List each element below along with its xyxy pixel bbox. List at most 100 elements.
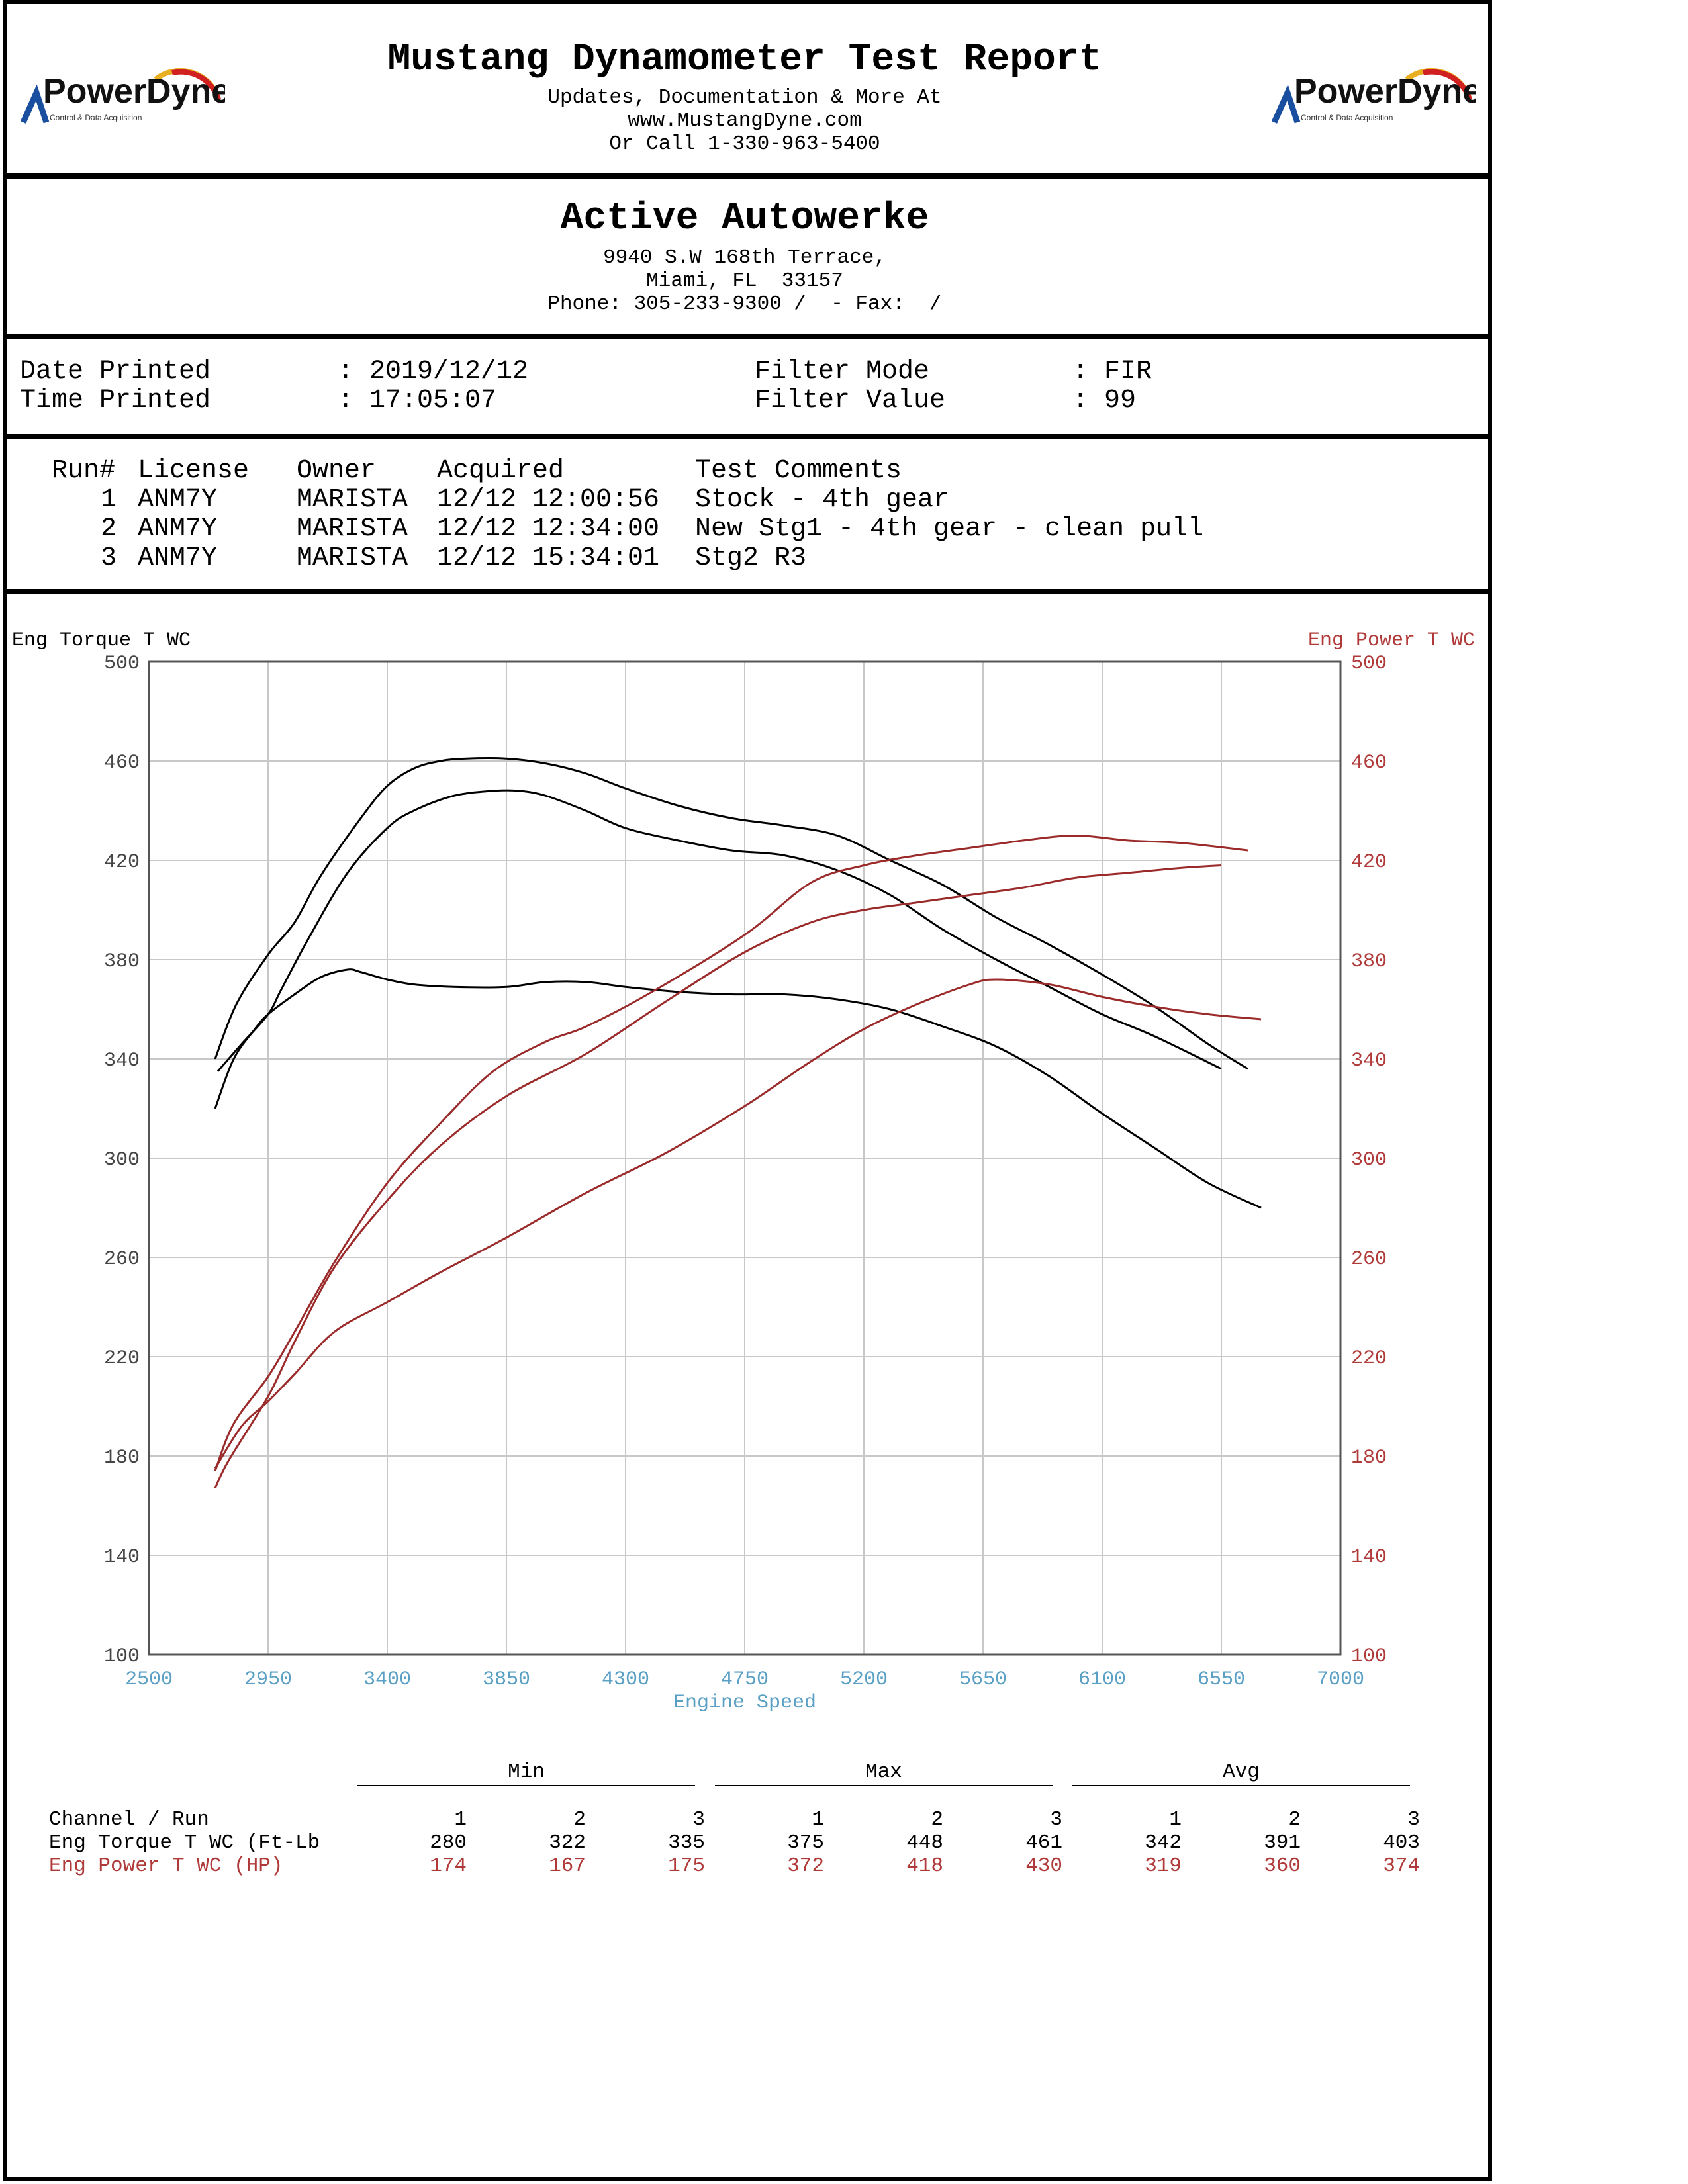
stats-power-value: 360: [1264, 1854, 1301, 1878]
run-acquired: 12/12 15:34:01: [437, 543, 660, 573]
run-license: ANM7Y: [138, 485, 218, 515]
left-y-tick-label: 100: [104, 1645, 140, 1668]
divider: [3, 589, 1492, 594]
run-comment: Stg2 R3: [695, 543, 807, 573]
power-series-line-1: [214, 978, 1262, 1469]
date-printed-label: Date Printed: [20, 357, 211, 387]
run-number: 3: [101, 543, 117, 573]
dyno-chart: Eng Torque T WC Eng Power T WC Engine Sp…: [12, 629, 1475, 1714]
header-line-1: Updates, Documentation & More At: [547, 86, 942, 109]
divider: [3, 173, 1492, 179]
right-y-tick-label: 100: [1351, 1645, 1387, 1668]
left-y-tick-label: 500: [104, 653, 140, 675]
right-y-tick-label: 180: [1351, 1447, 1387, 1469]
header-line-2: www.MustangDyne.com: [628, 109, 862, 132]
stats-power-value: 372: [787, 1854, 824, 1878]
x-tick-label: 2500: [125, 1668, 173, 1691]
x-tick-label: 6550: [1197, 1668, 1245, 1691]
power-series-line-3: [214, 834, 1248, 1472]
header-line-3: Or Call 1-330-963-5400: [609, 132, 880, 156]
left-y-tick-label: 340: [104, 1050, 140, 1072]
left-y-tick-label: 180: [104, 1447, 140, 1469]
plot-border: [148, 660, 1342, 1656]
stats-row-label: Eng Torque T WC (Ft-Lb: [49, 1831, 320, 1854]
stats-torque-value: 375: [787, 1831, 824, 1854]
stats-group-underline: [357, 1785, 695, 1786]
stats-power-value: 418: [906, 1854, 943, 1878]
stats-group-underline: [1072, 1785, 1410, 1786]
divider: [3, 434, 1492, 439]
stats-run-header: 1: [1169, 1808, 1182, 1831]
right-y-tick-label: 300: [1351, 1149, 1387, 1171]
left-y-tick-label: 220: [104, 1347, 140, 1370]
torque-series-line-1: [214, 968, 1262, 1209]
filter-value-value: : 99: [1072, 386, 1137, 416]
report-title: Mustang Dynamometer Test Report: [387, 38, 1102, 81]
stats-power-value: 174: [430, 1854, 467, 1878]
x-tick-label: 5200: [840, 1668, 888, 1691]
page-frame: [3, 0, 1492, 2181]
right-y-tick-label: 420: [1351, 851, 1387, 874]
x-tick-label: 4300: [602, 1668, 649, 1691]
right-y-tick-label: 340: [1351, 1050, 1387, 1072]
stats-run-header: 1: [812, 1808, 824, 1831]
runs-header-comments: Test Comments: [695, 456, 902, 486]
run-owner: MARISTA: [297, 543, 408, 573]
powerdyne-logo-right: PowerDyne Control & Data Acquisition: [1271, 53, 1476, 139]
run-license: ANM7Y: [138, 514, 218, 544]
stats-group-underline: [715, 1785, 1053, 1786]
stats-torque-value: 391: [1264, 1831, 1301, 1854]
stats-header-label: Channel / Run: [49, 1808, 209, 1831]
run-number: 1: [101, 485, 117, 515]
runs-header-license: License: [138, 456, 250, 486]
stats-run-header: 3: [692, 1808, 705, 1831]
right-axis-label: Eng Power T WC: [1308, 629, 1475, 652]
stats-run-header: 1: [454, 1808, 467, 1831]
stats-power-value: 374: [1383, 1854, 1420, 1878]
left-y-tick-label: 260: [104, 1248, 140, 1271]
stats-group-max: Max: [865, 1760, 902, 1784]
left-y-tick-label: 380: [104, 950, 140, 973]
logo-tagline-text: Control & Data Acquisition: [1301, 113, 1393, 122]
left-y-tick-label: 420: [104, 851, 140, 874]
x-tick-label: 6100: [1078, 1668, 1126, 1691]
x-tick-label: 3400: [363, 1668, 411, 1691]
right-y-tick-label: 380: [1351, 950, 1387, 973]
right-y-tick-label: 140: [1351, 1546, 1387, 1569]
date-printed-value: : 2019/12/12: [338, 357, 529, 387]
x-tick-label: 4750: [721, 1668, 769, 1691]
right-y-tick-label: 260: [1351, 1248, 1387, 1271]
logo-brand-text: PowerDyne: [43, 72, 225, 111]
run-owner: MARISTA: [297, 514, 408, 544]
stats-torque-value: 322: [549, 1831, 586, 1854]
run-acquired: 12/12 12:34:00: [437, 514, 660, 544]
time-printed-label: Time Printed: [20, 386, 211, 416]
run-comment: Stock - 4th gear: [695, 485, 950, 515]
stats-row-label: Eng Power T WC (HP): [49, 1854, 283, 1878]
shop-name: Active Autowerke: [560, 197, 929, 240]
shop-address-1: 9940 S.W 168th Terrace,: [603, 246, 886, 269]
filter-mode-value: : FIR: [1072, 357, 1152, 387]
runs-header-run: Run#: [52, 456, 116, 486]
logo-brand-text: PowerDyne: [1294, 72, 1476, 111]
stats-power-value: 167: [549, 1854, 586, 1878]
powerdyne-logo-left: PowerDyne Control & Data Acquisition: [20, 53, 225, 139]
filter-value-label: Filter Value: [755, 386, 946, 416]
run-number: 2: [101, 514, 117, 544]
runs-header-owner: Owner: [297, 456, 377, 486]
left-y-tick-label: 460: [104, 752, 140, 774]
right-y-tick-label: 460: [1351, 752, 1387, 774]
x-tick-label: 3850: [483, 1668, 530, 1691]
torque-series-line-3: [214, 757, 1248, 1070]
stats-torque-value: 342: [1145, 1831, 1182, 1854]
stats-group-avg: Avg: [1223, 1760, 1260, 1784]
logo-tagline-text: Control & Data Acquisition: [50, 113, 142, 122]
stats-run-header: 2: [573, 1808, 586, 1831]
run-comment: New Stg1 - 4th gear - clean pull: [695, 514, 1204, 544]
stats-group-min: Min: [508, 1760, 545, 1784]
torque-series-line-2: [216, 789, 1222, 1072]
stats-torque-value: 448: [906, 1831, 943, 1854]
stats-run-header: 2: [1288, 1808, 1301, 1831]
left-y-tick-label: 300: [104, 1149, 140, 1171]
filter-mode-label: Filter Mode: [755, 357, 930, 387]
